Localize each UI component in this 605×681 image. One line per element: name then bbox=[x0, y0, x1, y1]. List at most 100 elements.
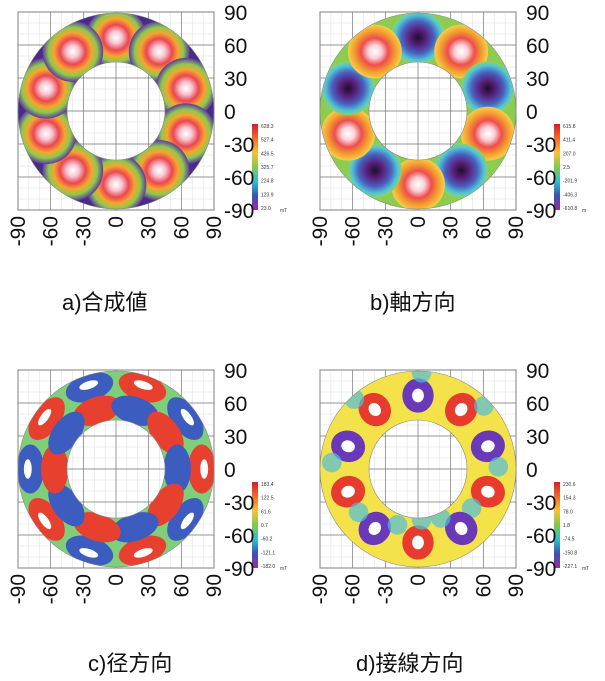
colorbar-label: -121.1 bbox=[261, 550, 275, 556]
caption-b: b)軸方向 bbox=[370, 290, 456, 315]
x-tick-label: 90 bbox=[505, 574, 528, 597]
colorbar-label: -227.1 bbox=[563, 564, 577, 570]
pole-mark bbox=[402, 370, 434, 413]
colorbar-label: 224.8 bbox=[261, 179, 274, 185]
caption-a: a)合成値 bbox=[62, 290, 148, 315]
caption-d: d)接線方向 bbox=[356, 651, 464, 676]
y-tick-label: -60 bbox=[526, 167, 556, 190]
colorbar-unit: mT bbox=[280, 208, 287, 214]
panel-b: 615.8 411.4 207.0 2.5 -201.9 -406.3 -610.8 m 90 6… bbox=[302, 0, 605, 300]
pole-mark bbox=[470, 430, 509, 477]
colorbar-label: -201.9 bbox=[563, 179, 577, 185]
colorbar-label: 325.7 bbox=[261, 165, 274, 171]
x-tick-label: -90 bbox=[7, 216, 30, 246]
colorbar-label: 61.6 bbox=[261, 509, 271, 515]
pole-mark bbox=[331, 475, 369, 523]
ring-outer-edge bbox=[319, 370, 517, 568]
colorbar-label: 2.5 bbox=[563, 165, 570, 171]
y-tick-label: 90 bbox=[224, 360, 247, 383]
y-tick-label: 90 bbox=[526, 2, 549, 25]
colorbar-label: 230.6 bbox=[563, 482, 576, 488]
x-tick-label: 30 bbox=[138, 574, 161, 597]
x-tick-label: 30 bbox=[440, 216, 463, 239]
x-tick-label: 60 bbox=[472, 574, 495, 597]
colorbar-unit: mT bbox=[280, 566, 287, 572]
pole-mark bbox=[391, 157, 445, 210]
colorbar-label: 183.4 bbox=[261, 482, 274, 488]
y-tick-label: 60 bbox=[224, 35, 247, 58]
y-tick-label: 0 bbox=[526, 459, 538, 482]
colorbar-label: -610.8 bbox=[563, 206, 577, 212]
pole-mark bbox=[358, 511, 408, 546]
x-tick-label: -90 bbox=[7, 574, 30, 604]
pole-mark bbox=[111, 512, 167, 566]
y-tick-label: 30 bbox=[224, 68, 247, 91]
colorbar-label: 123.9 bbox=[261, 192, 274, 198]
x-tick-label: 0 bbox=[105, 216, 128, 228]
colorbar-label: 78.0 bbox=[563, 509, 573, 515]
y-tick-label: -90 bbox=[224, 200, 254, 223]
panel-c: 183.4 122.5 61.6 0.7 -60.2 -121.1 -182.0 mT 90 60… bbox=[0, 358, 300, 658]
y-tick-label: 0 bbox=[224, 459, 236, 482]
y-tick-label: -60 bbox=[224, 525, 254, 548]
x-tick-label: 0 bbox=[407, 574, 430, 586]
colorbar-label: 411.4 bbox=[563, 138, 575, 144]
x-tick-label: -60 bbox=[342, 216, 365, 246]
ring-inner-edge bbox=[66, 61, 166, 161]
y-tick-label: -30 bbox=[224, 492, 254, 515]
x-tick-label: -30 bbox=[374, 216, 397, 246]
x-tick-label: -90 bbox=[309, 216, 332, 246]
pole-mark bbox=[147, 397, 204, 455]
panel-a: 628.3 527.4 426.5 325.7 224.8 123.9 23.0 mT 90 60… bbox=[0, 0, 300, 300]
y-tick-label: 60 bbox=[526, 393, 549, 416]
heatmap-a: 628.3 527.4 426.5 325.7 224.8 123.9 23.0 mT 90 60… bbox=[7, 2, 287, 246]
colorbar-label: -150.8 bbox=[563, 550, 577, 556]
colorbar-label: 426.5 bbox=[261, 151, 274, 157]
pole-mark bbox=[321, 106, 376, 161]
pole-mark bbox=[434, 143, 489, 198]
ring-inner-edge bbox=[66, 419, 166, 519]
heatmap-d: 230.6 154.3 78.0 1.8 -74.5 -150.8 -227.1 mT 90 60… bbox=[309, 360, 589, 604]
x-tick-label: -60 bbox=[40, 574, 63, 604]
ring-inner-edge bbox=[368, 419, 468, 519]
x-tick-label: -60 bbox=[40, 216, 63, 246]
y-tick-label: -30 bbox=[224, 134, 254, 157]
y-tick-label: 30 bbox=[526, 68, 549, 91]
x-tick-label: 60 bbox=[472, 216, 495, 239]
ring-outer-edge bbox=[17, 12, 215, 210]
x-tick-label: -30 bbox=[72, 216, 95, 246]
x-tick-label: 90 bbox=[203, 216, 226, 239]
y-tick-label: 0 bbox=[224, 101, 236, 124]
colorbar bbox=[554, 124, 560, 210]
colorbar-label: -74.5 bbox=[563, 537, 575, 543]
colorbar-label: 23.0 bbox=[261, 206, 271, 212]
y-tick-label: -30 bbox=[526, 134, 556, 157]
y-tick-label: -90 bbox=[224, 558, 254, 581]
colorbar-label: -406.3 bbox=[563, 192, 577, 198]
pole-mark bbox=[111, 372, 167, 426]
pole-mark bbox=[347, 24, 402, 79]
x-tick-label: -30 bbox=[72, 574, 95, 604]
colorbar-label: 0.7 bbox=[261, 523, 268, 529]
colorbar bbox=[554, 482, 560, 568]
pole-mark bbox=[155, 57, 215, 119]
x-tick-label: 90 bbox=[505, 216, 528, 239]
colorbar-label: 207.0 bbox=[563, 151, 576, 157]
y-tick-label: 90 bbox=[526, 360, 549, 383]
ring-field bbox=[17, 371, 215, 567]
pole-mark bbox=[17, 103, 77, 165]
y-tick-label: -60 bbox=[224, 167, 254, 190]
x-tick-label: 30 bbox=[138, 216, 161, 239]
y-tick-label: -30 bbox=[526, 492, 556, 515]
colorbar bbox=[252, 482, 258, 568]
pole-mark bbox=[391, 12, 445, 65]
colorbar-unit: mT bbox=[582, 566, 589, 572]
ring-field bbox=[320, 12, 516, 210]
y-tick-label: 60 bbox=[224, 393, 247, 416]
ring-outer-edge bbox=[319, 12, 517, 210]
y-tick-label: 30 bbox=[224, 426, 247, 449]
panel-d: 230.6 154.3 78.0 1.8 -74.5 -150.8 -227.1 mT 90 60… bbox=[302, 358, 605, 658]
colorbar-label: 628.3 bbox=[261, 124, 274, 130]
x-tick-label: -30 bbox=[374, 574, 397, 604]
ring-outer-edge bbox=[17, 370, 215, 568]
